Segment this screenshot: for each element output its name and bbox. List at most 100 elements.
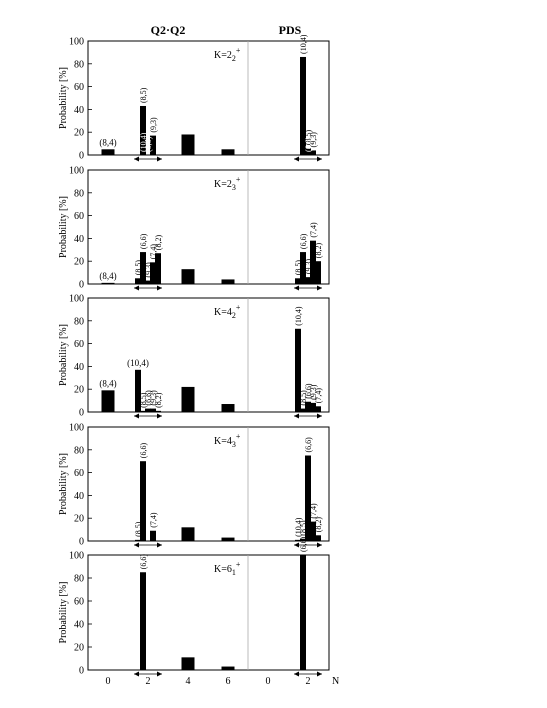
y-tick-label: 100: [69, 294, 84, 305]
k-label: K=22+: [214, 46, 241, 63]
bar-pds: [295, 328, 301, 412]
range-arrow-head-right: [157, 413, 162, 419]
x-tick-label: 2: [306, 676, 311, 687]
y-tick-label: 40: [74, 620, 84, 631]
bar-label: (8,4): [99, 378, 116, 388]
k-label-base: K=2: [214, 179, 232, 190]
bar-pds: [305, 455, 311, 541]
range-arrow-head-left: [134, 156, 139, 162]
range-arrow-head-right: [317, 413, 322, 419]
bar-q2q2-single: [181, 134, 195, 155]
bar-pds: [310, 240, 316, 284]
bar-pds: [305, 148, 311, 155]
bar-q2q2-single: [181, 269, 195, 284]
bar-label: (9,3): [144, 262, 153, 278]
bar-label: (8,5): [139, 87, 148, 103]
k-label-sup: +: [236, 560, 241, 569]
k-label-sub: 2: [232, 54, 236, 63]
bar-q2q2-single: [181, 386, 195, 412]
bar-q2q2: [150, 135, 156, 155]
y-axis-label: Probability [%]: [58, 582, 69, 644]
bar-q2q2: [140, 252, 146, 284]
panel-2: 0 20 40 60 80 100 Probability [%] K=23+ (8,4) (8,…: [58, 166, 330, 291]
bar-q2q2-single: [221, 537, 235, 541]
y-tick-label: 60: [74, 339, 84, 350]
range-arrow-head-left: [134, 542, 139, 548]
panel-1: 0 20 40 60 80 100 Probability [%] K=22+ (8,4) (8,…: [58, 34, 330, 162]
bar-label: (6,6): [139, 554, 148, 570]
range-arrow-head-left: [294, 671, 299, 677]
y-tick-label: 0: [79, 408, 84, 419]
y-tick-label: 20: [74, 128, 84, 139]
bar-pds: [295, 539, 301, 541]
y-tick-label: 0: [79, 280, 84, 291]
bar-pds: [315, 261, 321, 284]
bar-q2q2: [135, 278, 141, 284]
range-arrow-head-left: [294, 156, 299, 162]
bar-label: (8,2): [154, 392, 163, 408]
panel-frame: [87, 297, 330, 413]
y-tick-label: 40: [74, 491, 84, 502]
y-tick-label: 60: [74, 597, 84, 608]
bar-label: (8,5): [139, 392, 148, 408]
bar-label: (9,3): [309, 132, 318, 148]
bar-q2q2-single: [221, 666, 235, 670]
bar-q2q2: [135, 539, 141, 541]
bar-q2q2: [140, 572, 146, 670]
bar-q2q2: [150, 262, 156, 284]
k-label-sub: 3: [232, 440, 236, 449]
bar-label: (6,6): [304, 383, 313, 399]
y-tick-label: 100: [69, 551, 84, 562]
bar-q2q2: [150, 408, 156, 412]
y-tick-label: 40: [74, 234, 84, 245]
bar-label: (9,3): [149, 390, 158, 406]
bar-label: (8,2): [314, 517, 323, 533]
y-tick-label: 60: [74, 82, 84, 93]
bar-label: (6,6): [144, 390, 153, 406]
bar-label: (10,4): [294, 306, 303, 326]
x-tick-label: 4: [186, 676, 191, 687]
bar-label: (7,4): [309, 222, 318, 238]
y-tick-label: 80: [74, 316, 84, 327]
bar-label: (10,4): [294, 517, 303, 537]
header-pds: PDS: [279, 23, 302, 37]
y-axis-label: Probability [%]: [58, 453, 69, 515]
k-label: K=42+: [214, 303, 241, 320]
bar-q2q2: [101, 149, 115, 155]
bar-pds: [315, 535, 321, 541]
bar-label: (9,3): [309, 384, 318, 400]
panel-3: 0 20 40 60 80 100 Probability [%] K=42+ (8,4) (10…: [58, 294, 330, 419]
bar-q2q2: [150, 530, 156, 541]
bar-q2q2: [140, 461, 146, 541]
range-arrow-head-left: [294, 542, 299, 548]
y-tick-label: 80: [74, 59, 84, 70]
k-label-sup: +: [236, 175, 241, 184]
panel-4: 0 20 40 60 80 100 Probability [%] K=43+ (8,5) (6,…: [58, 423, 330, 548]
panel-frame: [87, 40, 330, 156]
y-tick-label: 0: [79, 151, 84, 162]
k-label-base: K=2: [214, 50, 232, 61]
bar-pds: [295, 278, 301, 284]
y-tick-label: 40: [74, 105, 84, 116]
y-tick-label: 20: [74, 257, 84, 268]
bar-label: (8,5): [134, 521, 143, 537]
bar-pds: [300, 555, 306, 670]
k-label-sub: 2: [232, 311, 236, 320]
y-tick-label: 60: [74, 211, 84, 222]
range-arrow-head-right: [317, 156, 322, 162]
range-arrow-head-right: [317, 542, 322, 548]
bar-pds: [300, 56, 306, 155]
y-axis-label: Probability [%]: [58, 67, 69, 129]
range-arrow-head-right: [157, 156, 162, 162]
bar-inner-label: (6,6): [304, 136, 313, 152]
y-tick-label: 80: [74, 188, 84, 199]
k-label-base: K=4: [214, 436, 232, 447]
bar-pds: [310, 402, 316, 412]
range-arrow-head-left: [134, 413, 139, 419]
bar-label: (8,5): [134, 260, 143, 276]
y-tick-label: 0: [79, 666, 84, 677]
bar-label: (8,4): [99, 271, 116, 281]
